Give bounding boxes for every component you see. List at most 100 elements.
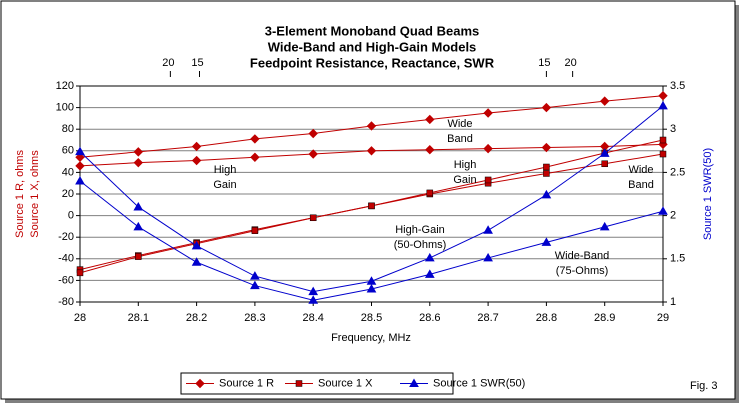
data-point [250,152,260,162]
data-point [75,146,85,156]
data-point [659,136,667,144]
annotation: High [454,159,477,171]
data-point [483,225,493,234]
y2-tick-label: 1.5 [670,253,685,265]
y2-tick-label: 3.5 [670,80,685,92]
data-point [659,150,667,158]
data-point [251,227,259,234]
x-tick-label: 28.3 [244,312,265,324]
plot-border [79,85,664,303]
data-point [135,253,142,260]
data-point [543,163,550,171]
legend [180,372,454,395]
data-point [424,252,435,262]
legend-label: Source 1 SWR(50) [433,377,525,389]
y-tick-label: 0 [68,210,74,222]
y2-tick-label: 2 [670,210,676,222]
legend-marker [195,378,205,389]
data-point [366,146,377,156]
annotation: Gain [453,174,476,186]
x-tick-label: 28.8 [536,312,557,324]
data-point [308,286,319,296]
x-tick-label: 28.1 [128,312,149,324]
data-point [541,102,552,113]
y-axis-label: Source 1 R, ohms [14,149,26,238]
data-point [483,143,493,154]
y-tick-label: -40 [58,253,74,265]
x-tick-label: 28.7 [477,312,498,324]
data-point [424,269,435,278]
data-point [191,240,202,250]
x-tick-label: 28.2 [186,312,207,324]
legend-marker [409,378,419,387]
data-point [483,108,493,118]
x-tick-label: 28.6 [419,312,440,324]
annotation: Gain [213,179,236,191]
annotation: Wide-Band [555,250,609,262]
data-point [308,128,318,139]
data-point [366,121,377,131]
top-tick-label: 15 [538,57,550,69]
chart-title: 3-Element Monoband Quad Beams [265,23,480,38]
annotation: High [214,164,237,176]
chart-title: Feedpoint Resistance, Reactance, SWR [250,55,495,70]
x-tick-label: 28.4 [302,312,323,324]
annotation: High-Gain [395,224,445,236]
data-point [425,114,435,125]
data-point [191,141,202,152]
data-point [133,157,144,168]
data-point [75,176,85,185]
y-tick-label: 80 [62,123,74,135]
y-tick-label: 40 [62,166,74,178]
y2-tick-label: 2.5 [670,166,685,178]
y-axis-label: Source 1 X, ohms [29,150,41,238]
x-tick-label: 28.5 [361,312,382,324]
data-point [599,221,610,231]
top-tick-label: 20 [565,57,577,69]
data-point [133,201,144,211]
y-tick-label: 60 [62,145,74,157]
data-point [543,170,550,177]
annotation: Band [628,179,654,191]
data-point [425,145,435,155]
data-point [250,134,260,144]
data-point [133,221,144,231]
top-tick-label: 15 [191,57,203,69]
x-tick-label: 28.9 [594,312,615,324]
y-tick-label: 20 [62,188,74,200]
annotation: Band [447,133,473,145]
data-point [483,252,493,262]
data-point [308,295,319,304]
legend-marker [295,380,303,387]
y2-tick-label: 3 [670,123,676,135]
figure-label: Fig. 3 [690,380,718,392]
data-point [191,257,202,266]
data-point [658,91,668,101]
top-tick-label: 20 [162,57,174,69]
data-point [658,206,668,215]
data-point [366,284,377,293]
data-point [541,237,552,246]
x-axis-label: Frequency, MHz [331,332,411,344]
chart-title: Wide-Band and High-Gain Models [268,39,477,54]
annotation: (50-Ohms) [394,239,447,251]
data-point [368,202,375,210]
data-point [309,214,317,222]
data-point [75,161,85,171]
y-tick-label: -80 [58,296,74,308]
data-point [601,160,608,168]
legend-label: Source 1 R [219,377,274,389]
y2-tick-label: 1 [670,296,676,308]
x-tick-label: 29 [657,312,669,324]
annotation: Wide [447,118,472,130]
data-point [308,149,318,159]
data-point [250,271,260,280]
data-point [76,269,84,277]
data-point [191,155,202,166]
annotation: Wide [628,164,653,176]
y2-axis-label: Source 1 SWR(50) [702,148,714,240]
data-point [366,276,377,285]
data-point [250,280,260,290]
data-point [658,100,668,110]
